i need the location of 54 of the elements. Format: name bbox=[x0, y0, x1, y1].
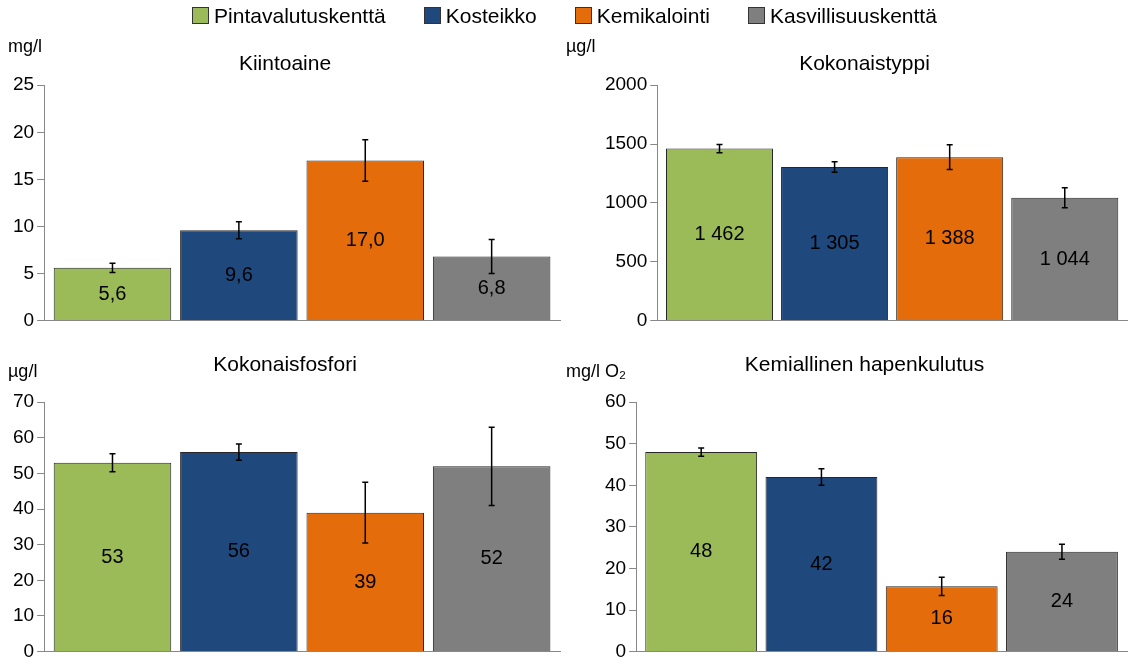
data-label: 1 044 bbox=[1039, 246, 1090, 269]
data-label: 1 388 bbox=[924, 226, 975, 249]
chart-title: Kokonaisfosfori bbox=[213, 352, 357, 376]
y-tick-label: 0 bbox=[23, 639, 35, 661]
y-tick-label: 0 bbox=[615, 639, 627, 661]
y-tick-label: 20 bbox=[12, 568, 35, 590]
y-tick-label: 10 bbox=[12, 604, 35, 626]
legend-label: Kemikalointi bbox=[595, 4, 710, 28]
y-tick-label: 10 bbox=[604, 598, 627, 620]
legend-label: Kasvillisuuskenttä bbox=[768, 4, 937, 28]
chart-title: Kiintoaine bbox=[238, 51, 332, 75]
data-label: 9,6 bbox=[224, 262, 253, 285]
legend-label: Pintavalutuskenttä bbox=[213, 4, 386, 28]
y-tick-label: 20 bbox=[12, 120, 35, 142]
y-axis-title: µg/l bbox=[8, 361, 38, 382]
y-tick-label: 10 bbox=[12, 214, 35, 236]
chart-title: Kokonaistyppi bbox=[799, 51, 930, 75]
data-label: 6,8 bbox=[477, 276, 506, 299]
y-tick-label: 60 bbox=[604, 390, 627, 412]
data-label: 5,6 bbox=[98, 281, 127, 304]
y-tick-label: 1000 bbox=[604, 191, 648, 213]
y-tick-label: 20 bbox=[604, 556, 627, 578]
y-tick-label: 30 bbox=[604, 515, 627, 537]
data-label: 56 bbox=[227, 539, 250, 562]
y-tick-label: 30 bbox=[12, 532, 35, 554]
data-label: 17,0 bbox=[345, 228, 385, 251]
data-label: 1 462 bbox=[694, 222, 745, 245]
y-tick-label: 0 bbox=[23, 308, 35, 330]
y-tick-label: 40 bbox=[604, 473, 627, 495]
data-label: 24 bbox=[1050, 589, 1074, 612]
y-tick-label: 15 bbox=[12, 167, 35, 189]
y-tick-label: 50 bbox=[12, 461, 35, 483]
y-tick-label: 60 bbox=[12, 426, 35, 448]
data-label: 1 305 bbox=[809, 231, 860, 254]
y-axis-title: mg/l bbox=[8, 36, 43, 57]
data-label: 53 bbox=[101, 544, 124, 567]
chart-title: Kemiallinen hapenkulutus bbox=[744, 352, 985, 376]
data-label: 48 bbox=[690, 539, 713, 562]
y-tick-label: 500 bbox=[615, 249, 648, 271]
data-label: 39 bbox=[354, 569, 377, 592]
y-tick-label: 40 bbox=[12, 497, 35, 519]
y-axis-title: µg/l bbox=[566, 36, 596, 57]
y-tick-label: 25 bbox=[12, 73, 35, 95]
data-label: 42 bbox=[810, 551, 833, 574]
y-axis-title: mg/l O₂ bbox=[566, 361, 626, 382]
y-tick-label: 70 bbox=[12, 390, 35, 412]
y-tick-label: 50 bbox=[604, 432, 627, 453]
y-tick-label: 0 bbox=[636, 308, 648, 330]
y-tick-label: 1500 bbox=[604, 132, 648, 154]
data-label: 52 bbox=[480, 546, 503, 569]
y-tick-label: 5 bbox=[23, 261, 35, 283]
legend-label: Kosteikko bbox=[444, 4, 537, 28]
y-tick-label: 2000 bbox=[604, 73, 648, 95]
data-label: 16 bbox=[930, 606, 953, 629]
